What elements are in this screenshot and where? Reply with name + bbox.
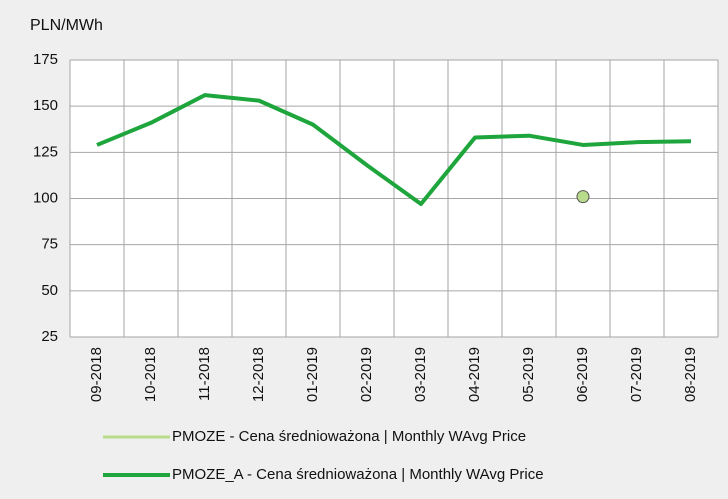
legend-label: PMOZE_A - Cena średnioważona | Monthly W… — [172, 466, 544, 483]
y-axis-label: PLN/MWh — [30, 17, 103, 34]
x-tick-label: 01-2019 — [304, 347, 321, 402]
series-line — [96, 93, 692, 207]
y-tick-label: 100 — [33, 189, 58, 206]
legend-label: PMOZE - Cena średnioważona | Monthly WAv… — [172, 428, 526, 445]
y-tick-label: 75 — [41, 236, 58, 253]
y-tick-label: 150 — [33, 97, 58, 114]
x-tick-label: 05-2019 — [520, 347, 537, 402]
y-tick-label: 25 — [41, 328, 58, 345]
x-tick-label: 04-2019 — [466, 347, 483, 402]
x-tick-label: 12-2018 — [250, 347, 267, 402]
x-tick-label: 06-2019 — [574, 347, 591, 402]
x-tick-label: 02-2019 — [358, 347, 375, 402]
x-tick-label: 07-2019 — [628, 347, 645, 402]
y-tick-label: 125 — [33, 143, 58, 160]
y-tick-label: 50 — [41, 282, 58, 299]
x-tick-label: 03-2019 — [412, 347, 429, 402]
x-tick-label: 08-2019 — [682, 347, 699, 402]
x-tick-label: 10-2018 — [142, 347, 159, 402]
x-tick-label: 09-2018 — [88, 347, 105, 402]
point-marker — [576, 190, 590, 204]
x-tick-label: 11-2018 — [196, 347, 213, 401]
y-tick-label: 175 — [33, 51, 58, 68]
